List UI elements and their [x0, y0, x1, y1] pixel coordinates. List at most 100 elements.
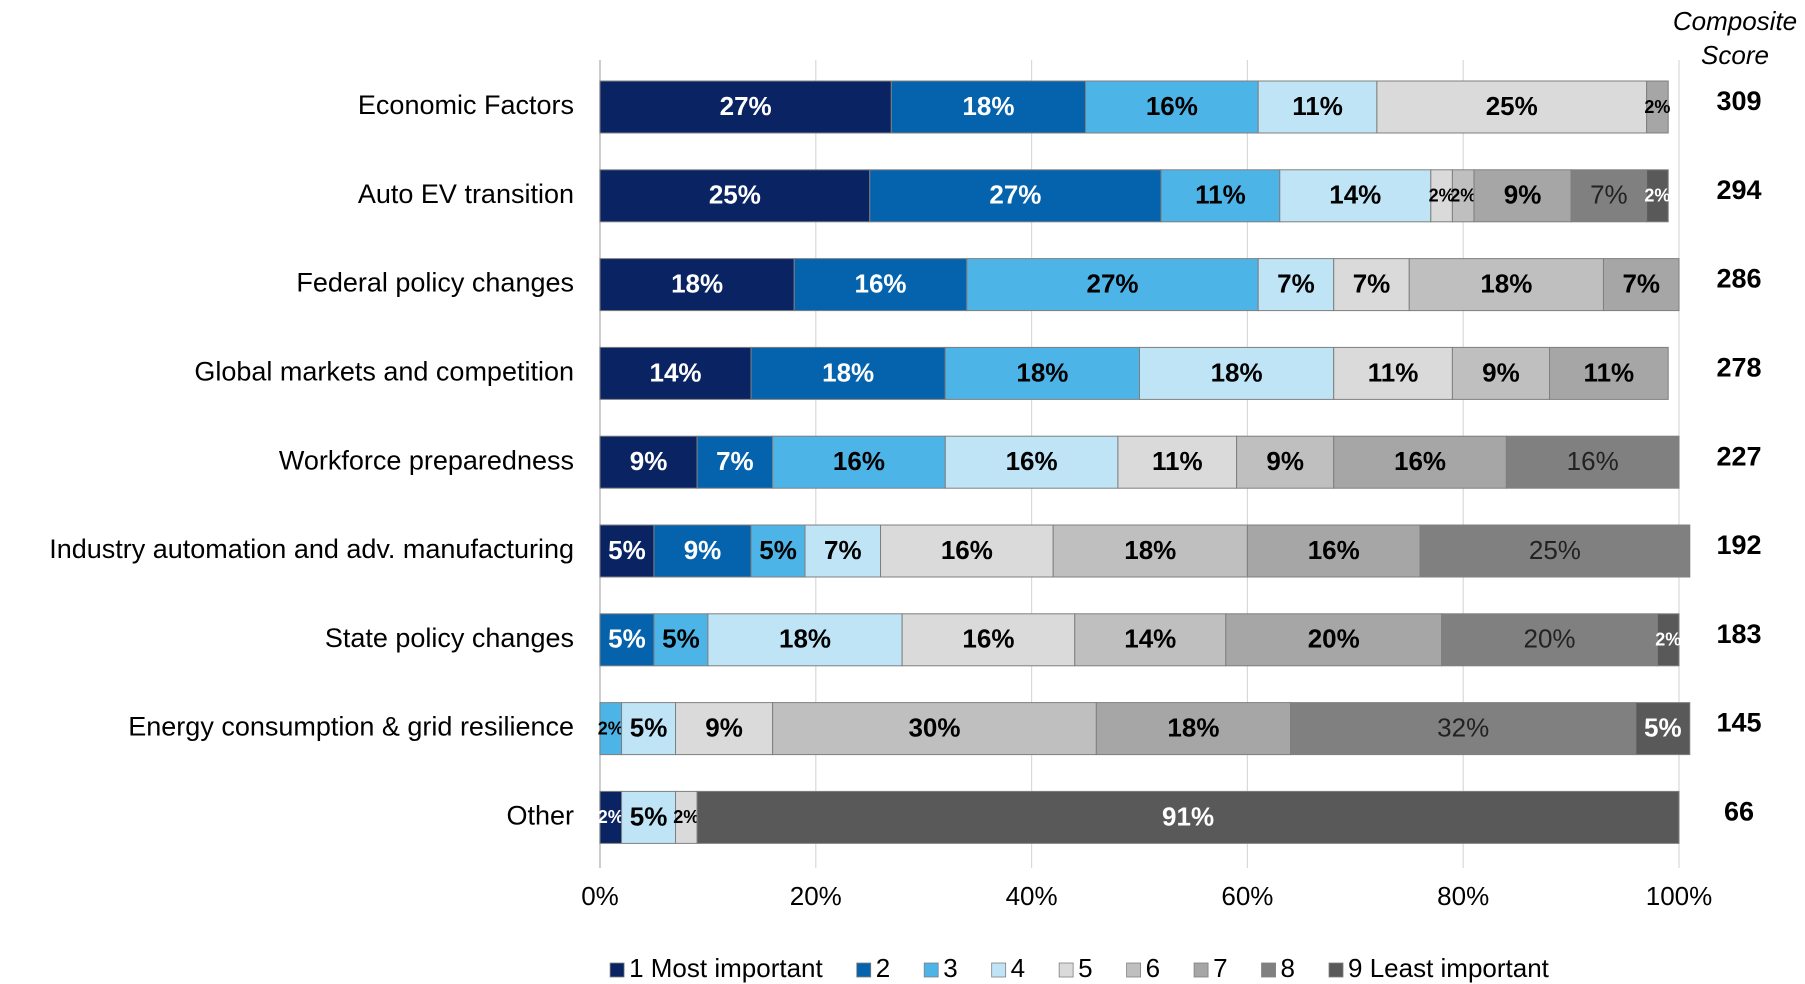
data-label: 2% — [1429, 186, 1455, 206]
bar-segment — [750, 524, 806, 578]
data-label: 18% — [1211, 357, 1263, 387]
data-label: 18% — [1124, 535, 1176, 565]
data-label: 9% — [1266, 446, 1304, 476]
legend-item: 2 — [856, 953, 890, 983]
bar-segment — [696, 790, 1680, 844]
data-label: 9% — [1504, 180, 1542, 210]
y-tick-label: Industry automation and adv. manufacturi… — [49, 534, 574, 564]
y-tick-label: State policy changes — [325, 623, 574, 653]
bar-segment — [1139, 346, 1335, 400]
legend-swatch — [1261, 962, 1276, 978]
data-label: 16% — [962, 624, 1014, 654]
bar-segment — [1602, 258, 1680, 312]
bar-segment — [1246, 524, 1421, 578]
data-label: 5% — [608, 624, 646, 654]
legend-swatch — [1193, 962, 1209, 978]
bar-segment — [1052, 524, 1248, 578]
data-label: 18% — [671, 268, 723, 298]
data-label: 7% — [1590, 180, 1628, 210]
data-label: 16% — [833, 446, 885, 476]
data-label: 16% — [1567, 446, 1619, 476]
data-label: 2% — [598, 718, 624, 738]
bar-segment — [1333, 258, 1410, 312]
data-label: 2% — [1655, 630, 1681, 650]
bar-segment — [1570, 169, 1648, 223]
y-tick-label: Federal policy changes — [296, 268, 574, 298]
data-label: 30% — [908, 712, 960, 742]
bar-segment — [599, 80, 892, 134]
data-label: 11% — [1195, 180, 1246, 210]
legend-item: 5 — [1058, 953, 1093, 983]
x-tick-label: 60% — [1221, 881, 1273, 911]
legend-label: 7 — [1213, 953, 1227, 983]
data-label: 16% — [1006, 446, 1058, 476]
legend-label: 5 — [1078, 953, 1092, 983]
data-label: 11% — [1152, 446, 1203, 476]
legend-swatch — [1058, 962, 1074, 978]
legend-label: 1 Most important — [629, 953, 823, 983]
legend-label: 9 Least important — [1348, 953, 1550, 983]
bar-segment — [966, 258, 1259, 312]
data-label: 9% — [1482, 357, 1520, 387]
bar-segment — [1257, 80, 1378, 134]
bar-segment — [1074, 613, 1227, 667]
data-label: 7% — [1622, 268, 1660, 298]
data-label: 16% — [855, 268, 907, 298]
data-label: 18% — [1167, 712, 1219, 742]
data-label: 25% — [709, 180, 761, 210]
bar-segment — [1656, 613, 1680, 667]
composite-score: 286 — [1716, 264, 1761, 294]
data-label: 7% — [1277, 268, 1315, 298]
legend-item: 6 — [1126, 953, 1160, 983]
legend: 1 Most important 2 3 4 5 6 7 8 9 Least important — [609, 953, 1550, 983]
legend-swatch — [609, 962, 625, 978]
data-label: 91% — [1162, 801, 1214, 831]
bar-segment — [772, 435, 946, 489]
data-label: 16% — [941, 535, 993, 565]
x-tick-label: 80% — [1437, 881, 1489, 911]
bar-segment — [944, 346, 1141, 400]
bar-segment — [599, 524, 655, 578]
bar-segment — [696, 435, 774, 489]
legend-swatch — [1126, 962, 1142, 978]
bar-segment — [880, 524, 1054, 578]
data-label: 32% — [1437, 712, 1489, 742]
legend-swatch — [991, 962, 1007, 978]
data-label: 11% — [1584, 357, 1635, 387]
bar-segment — [1646, 80, 1669, 134]
bar-segment — [653, 613, 709, 667]
legend-swatch — [856, 962, 872, 978]
data-label: 27% — [989, 180, 1041, 210]
x-tick-label: 0% — [581, 881, 619, 911]
y-tick-label: Energy consumption & grid resilience — [128, 712, 574, 742]
data-label: 14% — [1329, 180, 1381, 210]
legend-item: 3 — [923, 953, 958, 983]
data-label: 7% — [716, 446, 754, 476]
bar-segment — [1117, 435, 1238, 489]
y-tick-label: Workforce preparedness — [279, 445, 574, 475]
legend-swatch — [923, 962, 939, 978]
data-label: 5% — [630, 712, 668, 742]
bar-segment — [869, 169, 1162, 223]
bar-segment — [707, 613, 903, 667]
x-tick-label: 20% — [790, 881, 842, 911]
data-label: 5% — [630, 801, 668, 831]
data-label: 25% — [1486, 91, 1538, 121]
data-label: 2% — [1644, 186, 1670, 206]
y-tick-label: Economic Factors — [358, 90, 574, 120]
composite-header: Composite Score — [1672, 6, 1798, 70]
data-label: 5% — [608, 535, 646, 565]
bar-segment — [1279, 169, 1432, 223]
data-label: 25% — [1529, 535, 1581, 565]
composite-score: 278 — [1716, 353, 1761, 383]
bar-segment — [1376, 80, 1648, 134]
data-label: 27% — [1087, 268, 1139, 298]
legend-label: 6 — [1146, 953, 1160, 983]
x-tick-label: 100% — [1646, 881, 1713, 911]
data-label: 7% — [1353, 268, 1391, 298]
data-label: 18% — [779, 624, 831, 654]
composite-score: 192 — [1716, 530, 1761, 560]
data-label: 9% — [705, 712, 743, 742]
bar-segment — [944, 435, 1119, 489]
